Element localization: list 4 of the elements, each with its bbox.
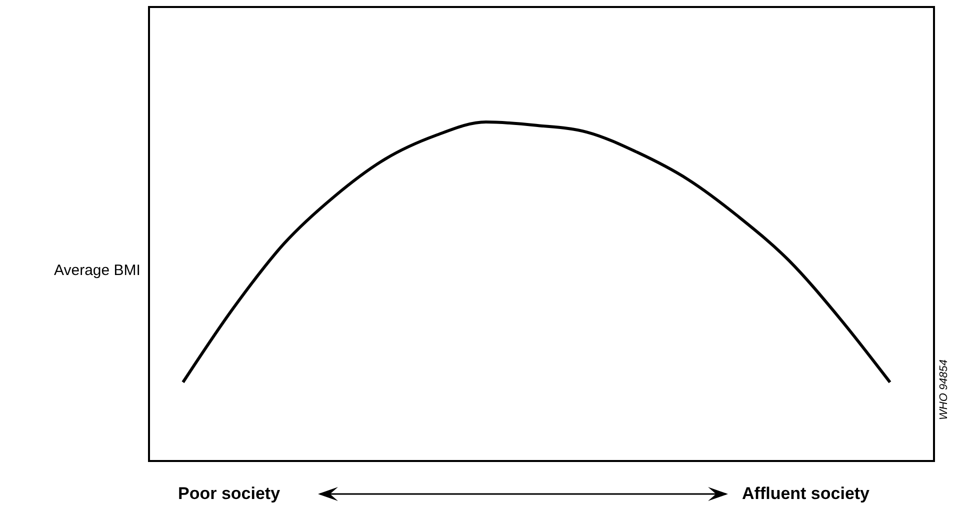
y-axis-title: Average BMI	[54, 262, 140, 279]
text: WHO 94854	[938, 359, 950, 420]
text: Poor society	[178, 484, 280, 504]
text: Affluent society	[742, 484, 870, 504]
